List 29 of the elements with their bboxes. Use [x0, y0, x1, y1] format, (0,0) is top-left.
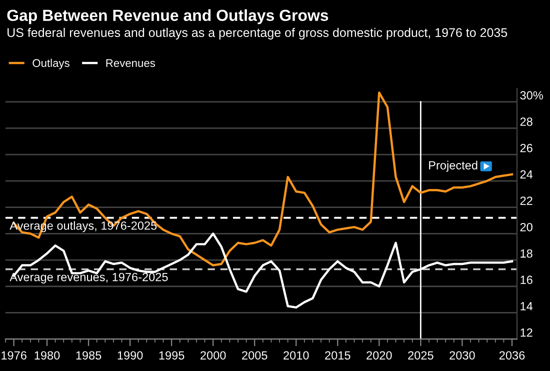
- x-tick-label: 2005: [242, 351, 268, 360]
- x-tick-label: 2036: [499, 351, 525, 360]
- y-tick-label: 18: [520, 249, 532, 258]
- x-tick-label: 2010: [284, 351, 309, 360]
- ref-line-label: Average revenues, 1976-2025: [10, 272, 168, 284]
- legend-label: Outlays: [32, 58, 70, 70]
- x-tick-label: 2000: [200, 351, 226, 360]
- x-tick-label: 1985: [76, 351, 102, 360]
- x-tick-label: 2025: [408, 351, 434, 360]
- x-tick-label: 1976: [2, 351, 26, 360]
- y-tick-label: 24: [520, 170, 533, 178]
- chart-subtitle: US federal revenues and outlays as a percentage of gross domestic product, 1976 to 2035: [8, 28, 508, 40]
- y-tick-label: 20: [520, 222, 532, 232]
- annotation: Projected: [429, 160, 478, 172]
- y-tick-label: 28: [520, 118, 532, 126]
- x-tick-label: 1980: [34, 351, 60, 360]
- x-tick-label: 1995: [159, 351, 184, 360]
- y-tick-label: 16: [520, 276, 532, 284]
- x-tick-label: 1990: [118, 351, 143, 360]
- x-tick-label: 2015: [325, 351, 350, 360]
- y-tick-label: 30%: [520, 91, 543, 100]
- y-tick-label: 14: [520, 302, 533, 310]
- legend-label: Revenues: [106, 59, 156, 68]
- y-tick-label: 12: [520, 328, 532, 337]
- chart-title: Gap Between Revenue and Outlays Grows: [7, 9, 328, 24]
- x-tick-label: 2020: [366, 351, 392, 360]
- y-tick-label: 22: [520, 196, 532, 205]
- y-tick-label: 26: [520, 144, 532, 152]
- x-tick-label: 2030: [450, 351, 475, 360]
